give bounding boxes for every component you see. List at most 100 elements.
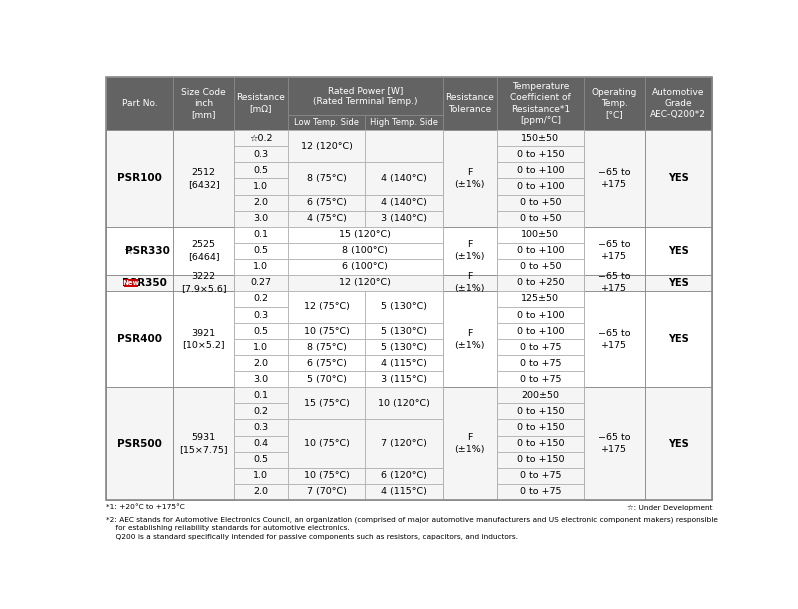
Text: PSR100: PSR100 (117, 174, 162, 183)
Text: −65 to
+175: −65 to +175 (598, 241, 630, 261)
Text: YES: YES (668, 246, 689, 256)
Text: 0 to +50: 0 to +50 (519, 214, 561, 223)
Bar (234, 403, 288, 420)
Text: 0 to +50: 0 to +50 (519, 198, 561, 207)
Bar (496, 371, 584, 387)
Bar (288, 130, 365, 163)
Text: 3.0: 3.0 (253, 375, 268, 384)
Text: YES: YES (668, 334, 689, 344)
Bar (645, 291, 712, 387)
Bar (496, 259, 584, 275)
Text: 150±50: 150±50 (521, 134, 559, 143)
Bar (496, 323, 584, 339)
Bar (234, 371, 288, 387)
Bar (234, 227, 288, 243)
Bar (365, 468, 443, 484)
Text: 0.1: 0.1 (253, 391, 268, 400)
Bar (234, 163, 288, 178)
Text: 5931
[15×7.75]: 5931 [15×7.75] (180, 433, 228, 454)
Bar (496, 227, 584, 243)
Text: 0.5: 0.5 (253, 455, 268, 464)
Text: 2.0: 2.0 (253, 359, 268, 368)
Text: 2525
[6464]: 2525 [6464] (188, 241, 219, 261)
Text: New: New (122, 280, 140, 286)
Bar (288, 115, 365, 130)
Bar (365, 371, 443, 387)
Text: 4 (140°C): 4 (140°C) (381, 198, 427, 207)
Bar (234, 194, 288, 211)
Bar (584, 227, 645, 275)
Bar (496, 468, 584, 484)
Text: PSR330: PSR330 (124, 246, 169, 256)
Text: 0 to +150: 0 to +150 (516, 439, 564, 448)
Bar (288, 371, 365, 387)
Bar (288, 468, 365, 484)
Bar (365, 291, 443, 323)
Text: 0 to +100: 0 to +100 (516, 246, 564, 255)
Bar (443, 130, 496, 227)
Text: 8 (75°C): 8 (75°C) (306, 174, 346, 183)
Bar (288, 420, 365, 468)
Text: 0 to +75: 0 to +75 (519, 375, 561, 384)
Text: 12 (120°C): 12 (120°C) (339, 278, 391, 287)
Bar (496, 387, 584, 403)
Text: Low Temp. Side: Low Temp. Side (294, 118, 359, 127)
Text: 0.3: 0.3 (253, 150, 268, 159)
Text: 6 (100°C): 6 (100°C) (342, 262, 388, 272)
Text: 5 (130°C): 5 (130°C) (381, 303, 427, 311)
Text: 0 to +100: 0 to +100 (516, 311, 564, 320)
Text: 0.5: 0.5 (253, 326, 268, 336)
Bar (584, 77, 645, 130)
Text: ☆: ☆ (124, 246, 133, 256)
Bar (365, 355, 443, 371)
Text: Automotive
Grade
AEC-Q200*2: Automotive Grade AEC-Q200*2 (650, 88, 706, 119)
Text: Rated Power [W]
(Rated Terminal Temp.): Rated Power [W] (Rated Terminal Temp.) (313, 86, 417, 106)
Bar (584, 387, 645, 500)
Bar (173, 77, 234, 130)
Text: 0.1: 0.1 (253, 230, 268, 239)
Bar (365, 130, 443, 163)
Bar (288, 211, 365, 227)
Bar (234, 77, 288, 130)
Text: 0 to +150: 0 to +150 (516, 423, 564, 432)
Text: −65 to
+175: −65 to +175 (598, 272, 630, 294)
Bar (288, 259, 443, 275)
Text: 200±50: 200±50 (521, 391, 559, 400)
Text: 0 to +100: 0 to +100 (516, 182, 564, 191)
Bar (234, 291, 288, 307)
Text: 0 to +250: 0 to +250 (516, 278, 564, 287)
Bar (496, 146, 584, 163)
Bar (124, 279, 138, 287)
Bar (496, 77, 584, 130)
Bar (288, 243, 443, 259)
Bar (288, 77, 443, 115)
Bar (496, 452, 584, 468)
Bar (496, 435, 584, 452)
Text: 0.5: 0.5 (253, 246, 268, 255)
Text: 0 to +150: 0 to +150 (516, 407, 564, 416)
Text: ☆: Under Development: ☆: Under Development (626, 504, 712, 511)
Text: *1: +20°C to +175°C: *1: +20°C to +175°C (106, 504, 184, 510)
Bar (173, 275, 234, 291)
Text: F
(±1%): F (±1%) (454, 433, 485, 454)
Bar (496, 211, 584, 227)
Bar (365, 420, 443, 468)
Text: F
(±1%): F (±1%) (454, 272, 485, 294)
Text: 1.0: 1.0 (253, 471, 268, 481)
Bar (234, 307, 288, 323)
Bar (584, 275, 645, 291)
Text: 0 to +150: 0 to +150 (516, 150, 564, 159)
Bar (496, 339, 584, 355)
Text: 7 (70°C): 7 (70°C) (306, 487, 346, 496)
Text: 0 to +150: 0 to +150 (516, 455, 564, 464)
Bar (234, 259, 288, 275)
Text: 3 (140°C): 3 (140°C) (381, 214, 427, 223)
Bar (365, 115, 443, 130)
Bar (234, 146, 288, 163)
Text: Temperature
Coefficient of
Resistance*1
[ppm/°C]: Temperature Coefficient of Resistance*1 … (510, 82, 571, 125)
Text: 0 to +75: 0 to +75 (519, 487, 561, 496)
Bar (288, 387, 365, 420)
Text: 1.0: 1.0 (253, 262, 268, 272)
Text: YES: YES (668, 278, 689, 288)
Bar (496, 307, 584, 323)
